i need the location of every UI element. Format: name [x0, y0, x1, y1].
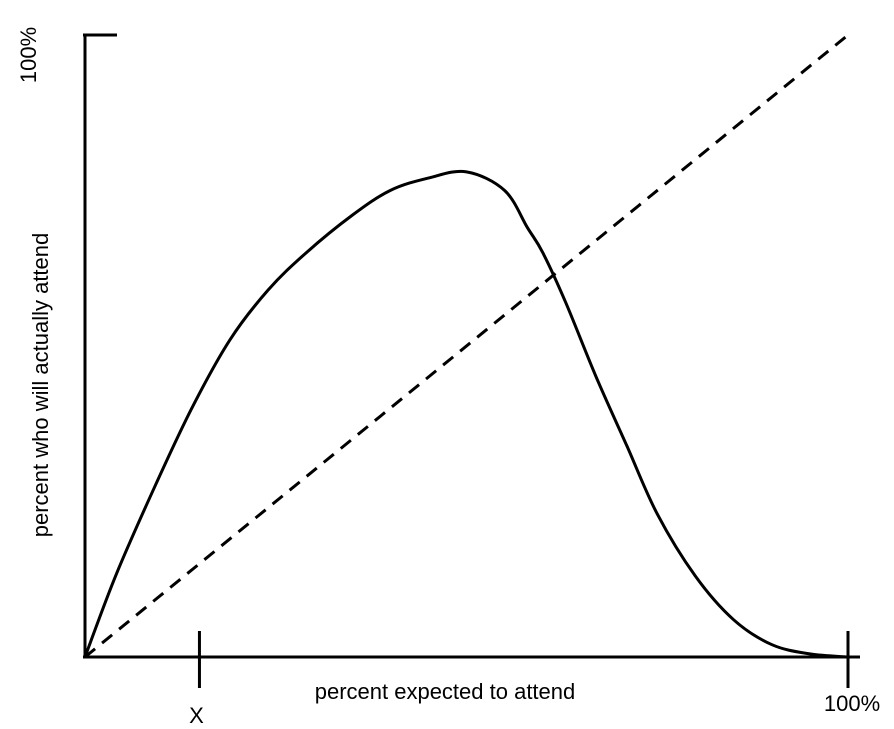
x-tick-label: 100% [824, 691, 880, 716]
x-axis-ticks: X 100% [189, 631, 880, 728]
x-axis-label: percent expected to attend [315, 679, 576, 704]
series-group [83, 33, 849, 659]
attendance-curve [83, 169, 849, 659]
diagonal-dashed-line [84, 33, 849, 659]
x-tick-label: X [189, 703, 204, 728]
y-axis-tick-labels: 100% [16, 27, 41, 83]
y-tick-label: 100% [16, 27, 41, 83]
y-axis-label: percent who will actually attend [28, 233, 53, 538]
